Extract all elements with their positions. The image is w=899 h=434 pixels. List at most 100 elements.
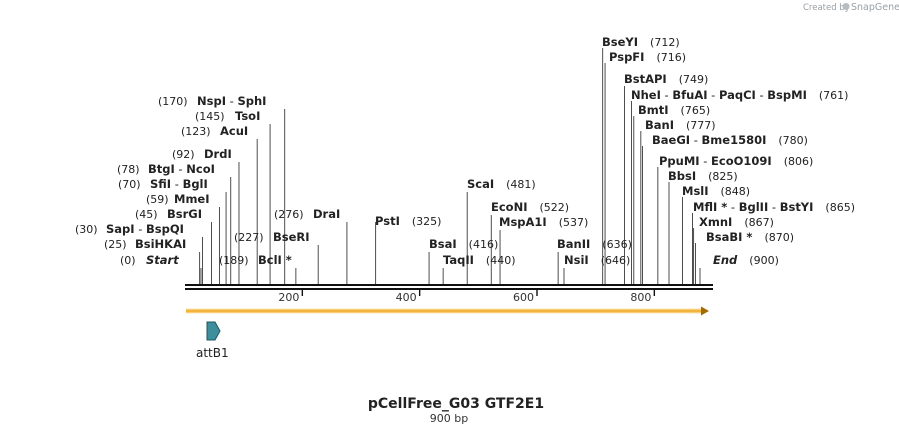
- site-30[interactable]: SapI - BspQI (30): [75, 222, 204, 284]
- site-189[interactable]: BclI * (189): [219, 253, 297, 284]
- site-names-78: BtgI - NcoI: [148, 162, 215, 176]
- site-position-123: (123): [181, 125, 211, 138]
- site-45[interactable]: BsrGI (45): [135, 207, 212, 284]
- site-names-92: DrdI: [204, 147, 232, 161]
- site-848[interactable]: MslI (848): [682, 184, 750, 284]
- site-position-45: (45): [135, 208, 158, 221]
- site-780[interactable]: BaeGI - Bme1580I (780): [642, 133, 808, 284]
- site-names-761: NheI - BfuAI - PaqCI - BspMI: [631, 88, 807, 102]
- site-865[interactable]: MflI * - BglII - BstYI (865): [692, 200, 855, 284]
- site-name: BtgI: [148, 162, 175, 176]
- site-276[interactable]: DraI (276): [274, 207, 348, 284]
- site-825[interactable]: BbsI (825): [668, 169, 738, 284]
- site-names-227: BseRI: [273, 230, 310, 244]
- site-145[interactable]: TsoI (145): [195, 109, 271, 284]
- site-position-749: (749): [679, 73, 709, 86]
- site-765[interactable]: BmtI (765): [633, 103, 710, 284]
- site-name: End: [713, 253, 738, 267]
- site-name: BsaBI *: [706, 230, 752, 244]
- site-position-440: (440): [486, 254, 516, 267]
- site-position-0: (0): [120, 254, 136, 267]
- attb1-feature-icon: [206, 321, 221, 341]
- site-name: ScaI: [467, 177, 494, 191]
- site-position-227: (227): [234, 231, 264, 244]
- site-names-123: AcuI: [220, 124, 248, 138]
- site-names-145: TsoI: [235, 109, 260, 123]
- site-name: BseRI: [273, 230, 310, 244]
- feature-label-attb1: attB1: [196, 346, 229, 360]
- site-position-170: (170): [158, 95, 188, 108]
- site-names-806: PpuMI - EcoO109I: [659, 154, 772, 168]
- site-position-416: (416): [469, 238, 499, 251]
- orf-arrowhead-icon: [701, 306, 709, 316]
- site-123[interactable]: AcuI (123): [181, 124, 258, 284]
- site-78[interactable]: BtgI - NcoI (78): [117, 162, 232, 284]
- snapgene-logo-icon: [842, 3, 850, 10]
- site-325[interactable]: PstI (325): [375, 214, 441, 284]
- site-position-848: (848): [721, 185, 751, 198]
- site-867[interactable]: XmnI (867): [693, 215, 774, 284]
- site-227[interactable]: BseRI (227): [234, 230, 319, 284]
- site-position-145: (145): [195, 110, 225, 123]
- site-position-325: (325): [412, 215, 442, 228]
- site-names-865: MflI * - BglII - BstYI: [693, 200, 813, 214]
- site-name: MmeI: [174, 192, 210, 206]
- site-92[interactable]: DrdI (92): [172, 147, 240, 284]
- site-name: NspI: [197, 94, 226, 108]
- site-position-900: (900): [749, 254, 779, 267]
- site-position-806: (806): [784, 155, 814, 168]
- site-position-825: (825): [708, 170, 738, 183]
- site-names-765: BmtI: [638, 103, 669, 117]
- site-position-189: (189): [219, 254, 249, 267]
- site-537[interactable]: MspA1I (537): [499, 215, 588, 284]
- site-name: BglI: [183, 177, 208, 191]
- tick-label-200: 200: [278, 291, 299, 304]
- site-170[interactable]: NspI - SphI (170): [158, 94, 286, 284]
- site-position-716: (716): [656, 51, 686, 64]
- site-names-867: XmnI: [699, 215, 732, 229]
- site-names-59: MmeI: [174, 192, 210, 206]
- site-names-636: BanII: [557, 237, 590, 251]
- site-0[interactable]: Start (0): [120, 253, 202, 284]
- orf-arrow[interactable]: [186, 306, 709, 316]
- site-440[interactable]: TaqII (440): [442, 253, 516, 284]
- site-name: PstI: [375, 214, 400, 228]
- tick-label-800: 800: [630, 291, 651, 304]
- site-name: BclI *: [258, 253, 292, 267]
- site-806[interactable]: PpuMI - EcoO109I (806): [657, 154, 814, 284]
- site-646[interactable]: NsiI (646): [563, 253, 631, 284]
- site-position-522: (522): [539, 201, 569, 214]
- site-712[interactable]: BseYI (712): [602, 35, 680, 284]
- site-761[interactable]: NheI - BfuAI - PaqCI - BspMI (761): [631, 88, 848, 284]
- site-900[interactable]: End (900): [699, 253, 779, 284]
- site-481[interactable]: ScaI (481): [466, 177, 536, 284]
- site-names-440: TaqII: [443, 253, 474, 267]
- restriction-sites: Start (0) BsiHKAI (25) SapI - BspQI (30) BsrGI…: [75, 35, 855, 284]
- tick-label-600: 600: [513, 291, 534, 304]
- feature-attb1[interactable]: attB1: [196, 321, 229, 360]
- site-position-78: (78): [117, 163, 140, 176]
- site-name: PspFI: [609, 50, 644, 64]
- site-position-646: (646): [601, 254, 631, 267]
- site-name: BanII: [557, 237, 590, 251]
- site-names-777: BanI: [645, 118, 674, 132]
- site-870[interactable]: BsaBI * (870): [695, 230, 794, 284]
- credit-prefix: Created by: [803, 3, 850, 13]
- site-749[interactable]: BstAPI (749): [624, 72, 708, 284]
- site-name: BfuAI: [672, 88, 707, 102]
- site-name: Bme1580I: [702, 133, 767, 147]
- site-name: Start: [146, 253, 179, 267]
- site-25[interactable]: BsiHKAI (25): [104, 237, 201, 284]
- site-name: BmtI: [638, 103, 669, 117]
- site-70[interactable]: SfiI - BglI (70): [118, 177, 227, 284]
- site-716[interactable]: PspFI (716): [604, 50, 686, 284]
- site-position-276: (276): [274, 208, 304, 221]
- site-name: MslI: [682, 184, 709, 198]
- site-name: SphI: [237, 94, 266, 108]
- site-522[interactable]: EcoNI (522): [490, 200, 569, 284]
- site-777[interactable]: BanI (777): [640, 118, 716, 284]
- site-name: BbsI: [668, 169, 696, 183]
- site-59[interactable]: MmeI (59): [146, 192, 221, 284]
- site-name: NcoI: [186, 162, 215, 176]
